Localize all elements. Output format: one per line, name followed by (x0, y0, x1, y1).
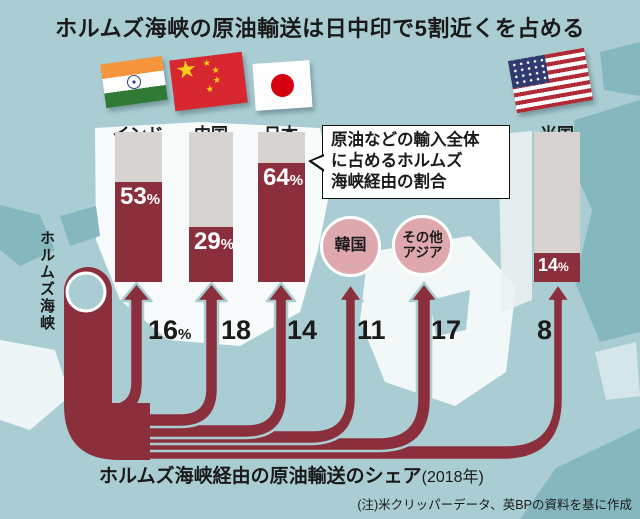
flow-trunk (64, 267, 150, 460)
flow-ribbon-china (110, 281, 228, 429)
pct-label-india: 53% (120, 183, 161, 210)
strait-label: ホルムズ海峡 (38, 230, 55, 332)
us-flag-canton (507, 54, 550, 89)
circle-label-korea: 韓国 (334, 237, 367, 255)
star-icon: ★ (212, 74, 222, 86)
star-icon: ★ (173, 55, 199, 85)
pct-label-china: 29% (194, 228, 235, 255)
caption-main: ホルムズ海峡経由の原油輸送のシェア (99, 466, 422, 487)
pct-label-japan: 64% (263, 164, 304, 191)
india-flag-icon (100, 55, 168, 109)
japan-flag-icon (252, 60, 313, 111)
bar-india: 53% (115, 132, 162, 282)
star-icon: ★ (205, 83, 215, 95)
bar-china: 29% (189, 132, 235, 282)
china-flag-icon: ★ ★ ★ ★ ★ (169, 51, 248, 112)
callout-line: 原油などの輸入全体 (331, 131, 480, 149)
flow-ribbon-other-asia (110, 281, 440, 453)
circle-label-other-asia: その他 アジア (402, 230, 443, 260)
pct-label-us: 14% (538, 255, 569, 275)
strait-ring (65, 271, 107, 313)
flow-share-korea: 11 (357, 315, 386, 345)
flow-ribbon-us (110, 282, 572, 462)
callout-pointer-fill (312, 156, 325, 170)
bottom-caption: ホルムズ海峡経由の原油輸送のシェア(2018年) (99, 461, 484, 488)
flow-share-us: 8 (537, 315, 553, 345)
flow-share-japan: 14 (287, 315, 318, 345)
caption-year: (2018年) (421, 469, 484, 486)
circle-korea: 韓国 (320, 216, 381, 277)
flow-share-other-asia: 17 (431, 315, 462, 345)
flow-share-china: 18 (221, 315, 252, 345)
source-note: (注)米クリッパーデータ、英BPの資料を基に作成 (357, 498, 632, 512)
flow-share-india: 16% (148, 315, 192, 345)
bar-fill-china: 29% (189, 227, 235, 282)
bar-fill-japan: 64% (258, 163, 305, 282)
callout-line: 海峡経由の割合 (331, 172, 447, 191)
bar-fill-india: 53% (115, 182, 162, 282)
circle-other-asia: その他 アジア (392, 215, 453, 276)
bar-japan: 64% (258, 132, 305, 282)
bar-fill-us: 14% (534, 253, 580, 282)
flow-ribbon-korea (110, 282, 364, 446)
ashoka-chakra-icon (126, 74, 142, 90)
flow-ribbon-japan (110, 281, 297, 440)
star-icon: ★ (202, 57, 212, 69)
callout-box: 原油などの輸入全体 に占めるホルムズ 海峡経由の割合 (308, 125, 510, 199)
callout-line: に占めるホルムズ (331, 151, 463, 170)
sun-disc-icon (270, 73, 295, 98)
bar-us: 14% (534, 132, 580, 282)
page-title: ホルムズ海峡の原油輸送は日中印で5割近くを占める (55, 16, 585, 41)
